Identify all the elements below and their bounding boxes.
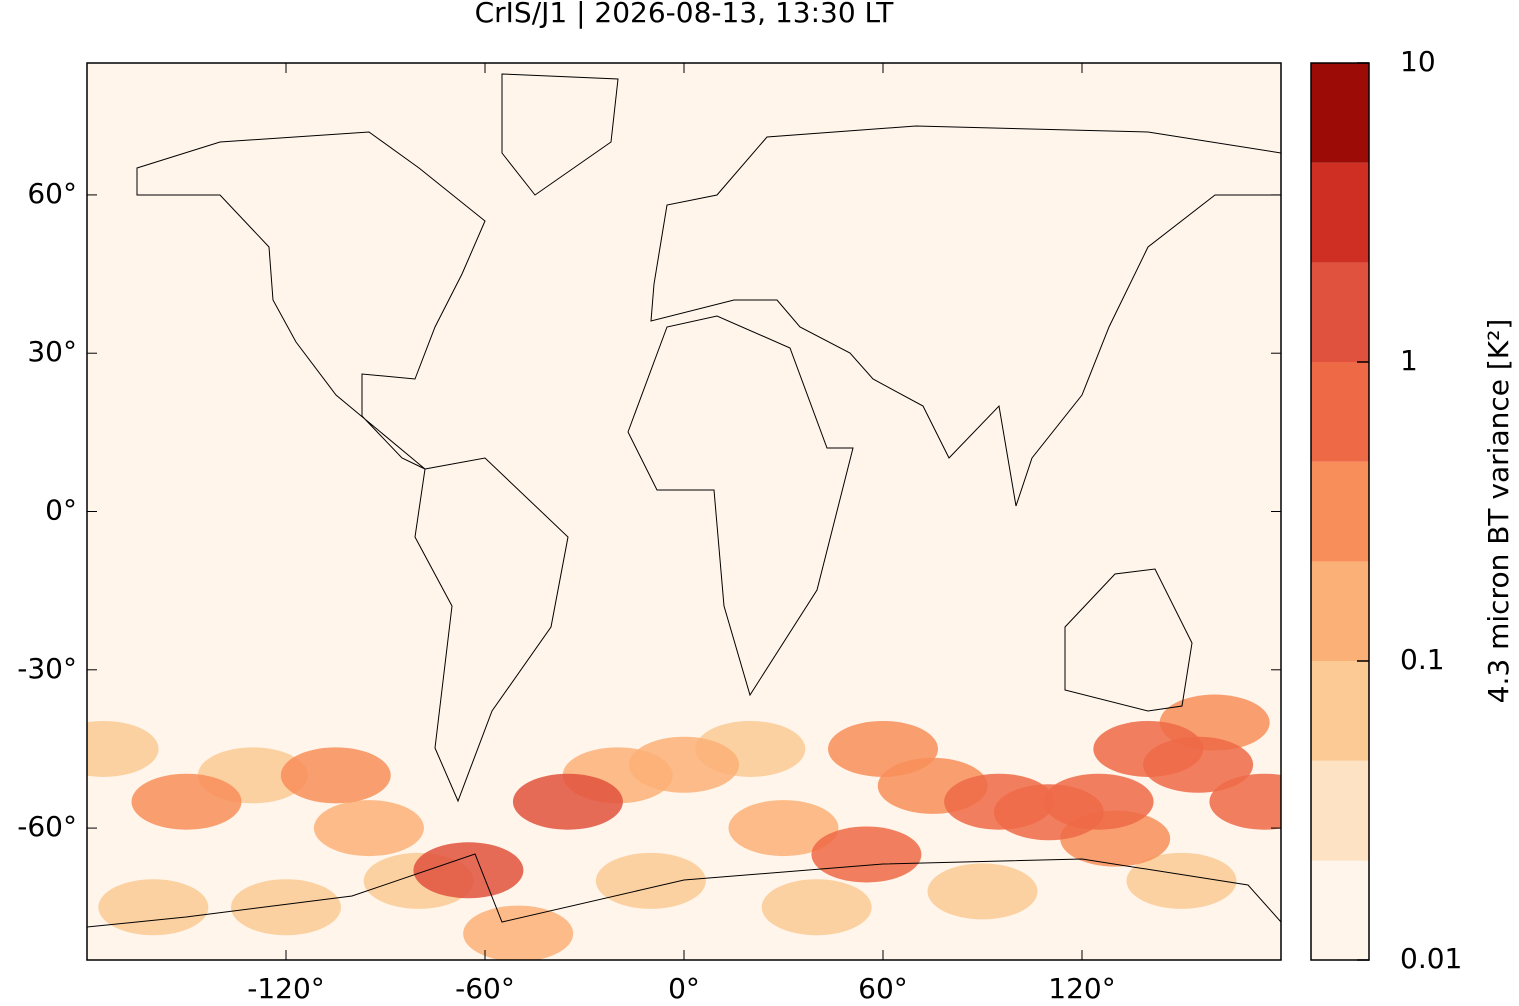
x-tick-label: -120° [247, 972, 325, 1002]
coastline [136, 131, 486, 470]
colorbar-band [1311, 162, 1369, 263]
colorbar-tick-label: 0.1 [1400, 643, 1445, 676]
y-tick-label: 60° [27, 177, 77, 210]
colorbar: 0.01 0.1 1 10 [1310, 45, 1462, 975]
colorbar-band [1311, 561, 1369, 661]
coastline [627, 315, 854, 697]
coastline [501, 73, 619, 196]
variance-patch [512, 773, 623, 830]
y-tick-label: 30° [27, 335, 77, 368]
coastlines [87, 73, 1281, 928]
variance-patch [1143, 736, 1254, 793]
chart-title: CrIS/J1 | 2026-08-13, 13:30 LT [475, 0, 895, 29]
coastline [650, 125, 1281, 507]
colorbar-label: 4.3 micron BT variance [K²] [1482, 319, 1515, 704]
variance-patch [98, 879, 209, 936]
colorbar-band [1311, 860, 1369, 960]
colorbar-band [1311, 262, 1369, 362]
variance-patch [595, 852, 706, 909]
colorbar-tick-label: 10 [1400, 45, 1436, 78]
variance-patch [811, 826, 922, 883]
variance-patch [629, 736, 739, 793]
x-tick-label: -60° [455, 972, 515, 1002]
variance-patch [761, 879, 872, 936]
coastline [414, 457, 569, 803]
colorbar-band [1311, 362, 1369, 462]
y-tick-label: 0° [45, 494, 77, 527]
variance-patch [927, 863, 1038, 920]
coastline [87, 853, 1281, 928]
colorbar-band [1311, 760, 1369, 861]
variance-patch [413, 842, 524, 899]
x-tick-label: 60° [858, 972, 908, 1002]
variance-patch [1126, 852, 1237, 909]
coastline [1064, 568, 1193, 712]
variance-patch [728, 800, 839, 857]
variance-patch [1043, 773, 1154, 830]
field [87, 694, 1281, 960]
y-tick-label: -60° [17, 810, 77, 843]
variance-patch [231, 879, 341, 936]
variance-patch [280, 747, 391, 804]
y-tick-label: -30° [17, 652, 77, 685]
x-tick-label: 0° [668, 972, 700, 1002]
colorbar-tick-label: 1 [1400, 344, 1418, 377]
colorbar-band [1311, 63, 1369, 163]
variance-patch [87, 720, 159, 777]
variance-patch [313, 800, 424, 857]
x-tick-label: 120° [1048, 972, 1115, 1002]
colorbar-tick-label: 0.01 [1400, 942, 1462, 975]
variance-patch [131, 773, 242, 830]
variance-patch [463, 905, 574, 960]
variance-patch [944, 773, 1055, 830]
colorbar-band [1311, 661, 1369, 761]
colorbar-frame [1310, 62, 1370, 961]
colorbar-band [1311, 461, 1369, 562]
